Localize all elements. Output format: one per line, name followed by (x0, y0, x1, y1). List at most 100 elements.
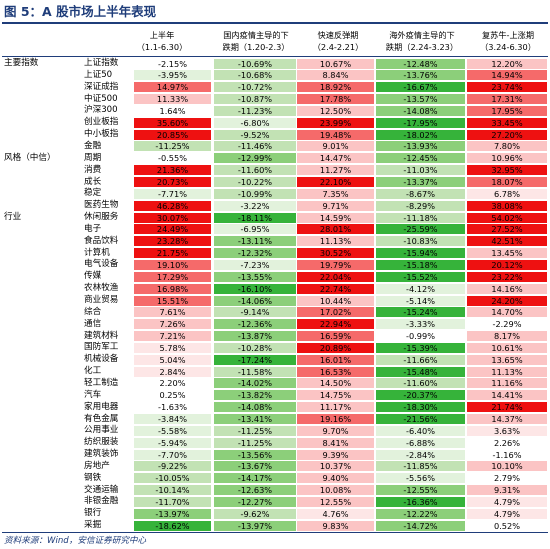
col-header-domestic-drop-line1: 国内疫情主导的下 (223, 30, 289, 40)
row-label: 中证500 (84, 93, 118, 104)
table-cell: -12.45% (376, 153, 465, 164)
table-cell: -13.56% (214, 449, 296, 460)
table-cell: -10.28% (214, 342, 296, 353)
table-cell: -12.63% (214, 485, 296, 496)
table-cell: -18.02% (376, 129, 465, 140)
table-cell: 9.31% (467, 485, 547, 496)
col-header-h1-line2: （1.1-6.30） (136, 42, 188, 52)
title-rule (2, 22, 548, 24)
row-label: 纺织服装 (84, 437, 119, 448)
table-cell: 28.01% (297, 224, 374, 235)
row-label: 建筑材料 (84, 330, 119, 341)
row-label: 银行 (84, 508, 102, 519)
table-cell: 5.04% (134, 354, 211, 365)
table-cell: 10.37% (297, 461, 374, 472)
row-label: 建筑装饰 (84, 449, 119, 460)
table-cell: -13.67% (214, 461, 296, 472)
table-cell: 10.44% (297, 295, 374, 306)
table-cell: 7.21% (134, 331, 211, 342)
row-label: 房地产 (84, 460, 110, 471)
row-label: 交通运输 (84, 484, 119, 495)
table-cell: 5.78% (134, 342, 211, 353)
table-cell: -14.72% (376, 520, 465, 531)
table-cell: -16.36% (376, 496, 465, 507)
table-cell: 46.28% (134, 200, 211, 211)
row-label: 钢铁 (84, 472, 102, 483)
table-cell: 23.99% (297, 117, 374, 128)
table-cell: -8.67% (376, 188, 465, 199)
row-label: 周期 (84, 152, 102, 163)
table-cell: -16.67% (376, 82, 465, 93)
table-cell: 11.13% (467, 366, 547, 377)
table-cell: 35.60% (134, 117, 211, 128)
table-cell: -6.80% (214, 117, 296, 128)
table-cell: 18.07% (467, 177, 547, 187)
row-label: 农林牧渔 (84, 283, 119, 294)
table-cell: 22.74% (297, 283, 374, 294)
table-cell: -16.10% (214, 283, 296, 294)
table-cell: 11.33% (134, 94, 211, 105)
table-cell: 20.12% (467, 259, 547, 270)
table-cell: -21.56% (376, 414, 465, 424)
table-cell: 7.80% (467, 141, 547, 152)
table-cell: -15.48% (376, 366, 465, 377)
table-cell: 16.53% (297, 366, 374, 377)
table-cell: -18.62% (134, 520, 211, 531)
table-cell: 14.94% (467, 70, 547, 81)
table-cell: -5.58% (134, 425, 211, 436)
table-cell: 54.02% (467, 212, 547, 223)
table-cell: 10.61% (467, 342, 547, 353)
table-cell: 12.20% (467, 58, 547, 69)
col-header-h1-line1: 上半年 (149, 30, 175, 40)
table-cell: -9.14% (214, 307, 296, 318)
table-cell: -10.22% (214, 177, 296, 187)
table-cell: -11.03% (376, 165, 465, 176)
table-cell: -7.70% (134, 449, 211, 460)
table-cell: -14.08% (376, 105, 465, 116)
col-header-rebound-line2: （2.4-2.21） (312, 42, 364, 52)
table-cell: 23.22% (467, 271, 547, 282)
table-cell: -14.17% (214, 473, 296, 484)
row-label: 上证50 (84, 69, 113, 80)
table-cell: -12.32% (214, 248, 296, 259)
table-cell: -10.87% (214, 94, 296, 105)
table-cell: -9.52% (214, 129, 296, 140)
row-label: 消费 (84, 164, 102, 175)
table-cell: 2.84% (134, 366, 211, 377)
table-cell: -14.06% (214, 295, 296, 306)
table-cell: -1.16% (467, 449, 547, 460)
table-cell: 7.61% (134, 307, 211, 318)
table-cell: -10.69% (214, 58, 296, 69)
source-note: 资料来源：Wind，安信证券研究中心 (4, 536, 147, 546)
table-cell: -9.62% (214, 508, 296, 519)
table-cell: -4.12% (376, 283, 465, 294)
table-cell: 11.17% (297, 402, 374, 413)
table-cell: -1.63% (134, 402, 211, 413)
table-cell: -10.05% (134, 473, 211, 484)
col-header-domestic-drop-line2: 跌期（1.20-2.3） (222, 42, 290, 52)
row-label: 家用电器 (84, 401, 119, 412)
table-cell: 10.96% (467, 153, 547, 164)
table-cell: 30.52% (297, 248, 374, 259)
table-cell: 42.51% (467, 236, 547, 247)
table-cell: -12.27% (214, 496, 296, 507)
table-cell: -5.14% (376, 295, 465, 306)
table-cell: -10.14% (134, 485, 211, 496)
table-cell: 16.98% (134, 283, 211, 294)
table-cell: 24.20% (467, 295, 547, 306)
table-cell: 20.73% (134, 177, 211, 187)
table-cell: 18.92% (297, 82, 374, 93)
table-cell: -10.72% (214, 82, 296, 93)
table-cell: -3.84% (134, 414, 211, 424)
table-cell: -14.02% (214, 378, 296, 389)
row-label: 稳定 (84, 188, 102, 199)
table-cell: -13.97% (214, 520, 296, 531)
table-cell: 22.10% (297, 177, 374, 187)
row-label: 国防军工 (84, 342, 119, 353)
table-cell: -25.59% (376, 224, 465, 235)
table-cell: 8.17% (467, 331, 547, 342)
col-header-h1: 上半年 （1.1-6.30） (112, 27, 212, 55)
row-label: 机械设备 (84, 354, 119, 365)
table-cell: -11.23% (214, 105, 296, 116)
table-cell: 27.52% (467, 224, 547, 235)
